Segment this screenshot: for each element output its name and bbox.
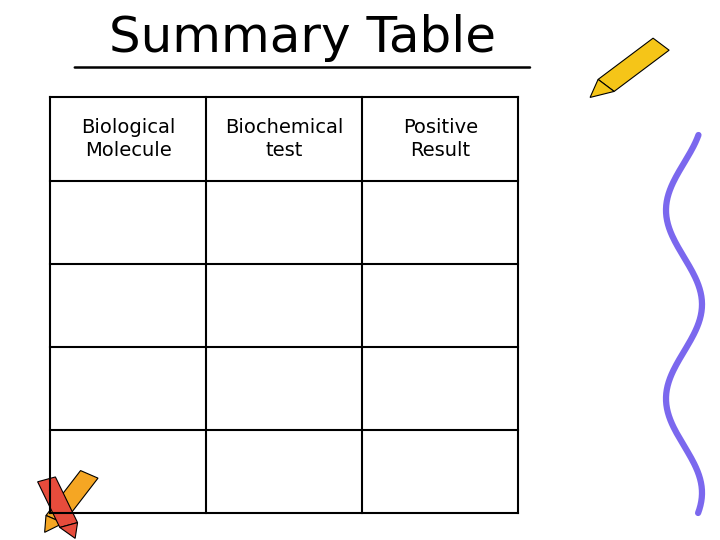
Polygon shape bbox=[60, 523, 78, 538]
Text: Biochemical
test: Biochemical test bbox=[225, 118, 343, 160]
Bar bbox=[37, 477, 78, 528]
Text: Summary Table: Summary Table bbox=[109, 14, 496, 62]
Polygon shape bbox=[590, 79, 614, 97]
Polygon shape bbox=[45, 516, 63, 532]
Text: Biological
Molecule: Biological Molecule bbox=[81, 118, 176, 160]
Text: Positive
Result: Positive Result bbox=[402, 118, 478, 160]
Bar bbox=[598, 38, 669, 91]
Bar bbox=[46, 470, 98, 523]
